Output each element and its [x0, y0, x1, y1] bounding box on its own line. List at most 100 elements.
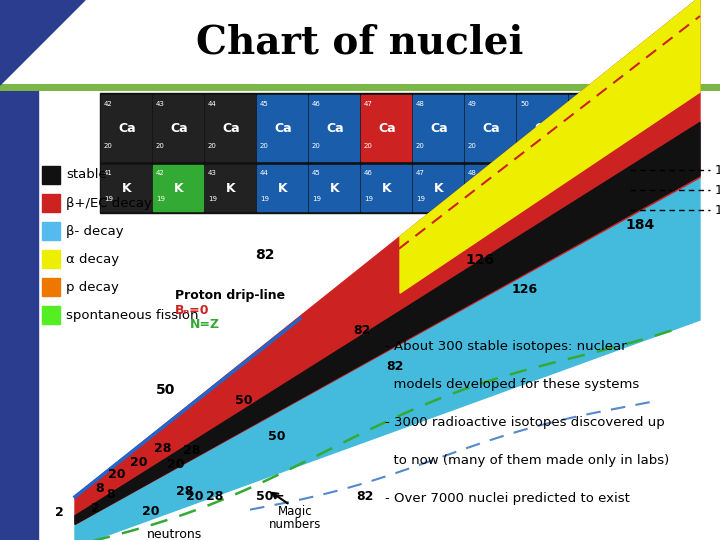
Text: 41: 41 — [104, 170, 113, 176]
Bar — [569, 95, 619, 161]
Polygon shape — [400, 0, 700, 293]
Text: 47: 47 — [364, 101, 373, 107]
Text: 19: 19 — [416, 196, 425, 202]
Text: 46: 46 — [364, 170, 373, 176]
Bar — [42, 250, 60, 268]
Text: 50: 50 — [572, 170, 581, 176]
Text: 51: 51 — [572, 101, 581, 107]
Text: 28: 28 — [154, 442, 171, 455]
Text: 48: 48 — [468, 170, 477, 176]
Text: 8: 8 — [107, 488, 115, 501]
Text: 45: 45 — [260, 101, 269, 107]
Text: Ca: Ca — [274, 123, 292, 136]
Polygon shape — [0, 0, 85, 85]
Text: 44: 44 — [260, 170, 269, 176]
Text: N=Z: N=Z — [190, 319, 220, 332]
Text: K: K — [174, 183, 184, 195]
Bar — [42, 278, 60, 296]
Text: K: K — [538, 183, 548, 195]
Bar — [205, 165, 255, 211]
Text: 20: 20 — [186, 490, 204, 503]
Text: 19: 19 — [468, 196, 477, 202]
Text: numbers: numbers — [269, 518, 321, 531]
Polygon shape — [75, 120, 700, 540]
Text: to now (many of them made only in labs): to now (many of them made only in labs) — [385, 454, 670, 467]
Text: Chart of nuclei: Chart of nuclei — [197, 23, 523, 61]
Text: 50: 50 — [269, 430, 286, 443]
Text: Ca: Ca — [118, 123, 136, 136]
Text: Ca: Ca — [482, 123, 500, 136]
Bar — [153, 95, 203, 161]
Text: models developed for these systems: models developed for these systems — [385, 378, 639, 391]
Text: 114: 114 — [715, 204, 720, 217]
Text: 49: 49 — [468, 101, 477, 107]
Bar — [101, 95, 151, 161]
Text: K: K — [226, 183, 236, 195]
Bar — [100, 93, 620, 213]
Text: 82: 82 — [356, 490, 374, 503]
Text: 43: 43 — [208, 170, 217, 176]
Polygon shape — [75, 123, 700, 524]
Text: 28: 28 — [183, 443, 200, 456]
Text: 42: 42 — [156, 170, 165, 176]
Bar — [101, 165, 151, 211]
Text: - About 300 stable isotopes: nuclear: - About 300 stable isotopes: nuclear — [385, 340, 626, 353]
Text: 50: 50 — [156, 383, 175, 397]
Text: 28: 28 — [176, 485, 193, 498]
Text: spontaneous fission: spontaneous fission — [66, 308, 199, 321]
Text: 2: 2 — [55, 505, 63, 518]
Text: 50: 50 — [520, 101, 529, 107]
Text: 20: 20 — [572, 143, 581, 148]
Bar — [361, 165, 411, 211]
Text: protons: protons — [40, 407, 53, 454]
Text: Ca: Ca — [586, 123, 604, 136]
Text: 126: 126 — [465, 253, 495, 267]
Text: Ca: Ca — [378, 123, 396, 136]
Bar — [257, 95, 307, 161]
Text: K: K — [382, 183, 392, 195]
Text: 19: 19 — [104, 196, 113, 202]
Text: 20: 20 — [468, 143, 477, 148]
Text: 42: 42 — [104, 101, 113, 107]
Text: 46: 46 — [312, 101, 321, 107]
Bar — [309, 95, 359, 161]
Text: K: K — [590, 183, 600, 195]
Text: Magic: Magic — [278, 505, 312, 518]
Bar — [465, 165, 515, 211]
Text: 50: 50 — [235, 394, 252, 407]
Text: 184: 184 — [626, 218, 654, 232]
Bar — [42, 222, 60, 240]
Text: 20: 20 — [208, 143, 217, 148]
Text: p decay: p decay — [66, 280, 119, 294]
Text: stable: stable — [66, 168, 107, 181]
Bar — [413, 165, 463, 211]
Text: 126: 126 — [715, 164, 720, 177]
Text: neutrons: neutrons — [148, 529, 202, 540]
Text: 44: 44 — [208, 101, 217, 107]
Text: 2: 2 — [91, 502, 100, 515]
Bar — [42, 166, 60, 184]
Text: 49: 49 — [520, 170, 529, 176]
Text: α decay: α decay — [66, 253, 119, 266]
Bar — [42, 306, 60, 324]
Text: 20: 20 — [168, 458, 185, 471]
Bar — [361, 95, 411, 161]
Bar — [569, 165, 619, 211]
Bar — [465, 95, 515, 161]
Text: 20: 20 — [156, 143, 165, 148]
Text: 20: 20 — [364, 143, 373, 148]
Text: Ca: Ca — [430, 123, 448, 136]
Text: K: K — [486, 183, 496, 195]
Bar — [517, 95, 567, 161]
Bar — [517, 165, 567, 211]
Text: 19: 19 — [520, 196, 529, 202]
Text: 19: 19 — [572, 196, 581, 202]
Bar — [205, 95, 255, 161]
Text: Ca: Ca — [222, 123, 240, 136]
Text: 19: 19 — [208, 196, 217, 202]
Text: 48: 48 — [416, 101, 425, 107]
Bar — [153, 165, 203, 211]
Text: 20: 20 — [104, 143, 113, 148]
Text: β- decay: β- decay — [66, 225, 124, 238]
Text: K: K — [278, 183, 288, 195]
